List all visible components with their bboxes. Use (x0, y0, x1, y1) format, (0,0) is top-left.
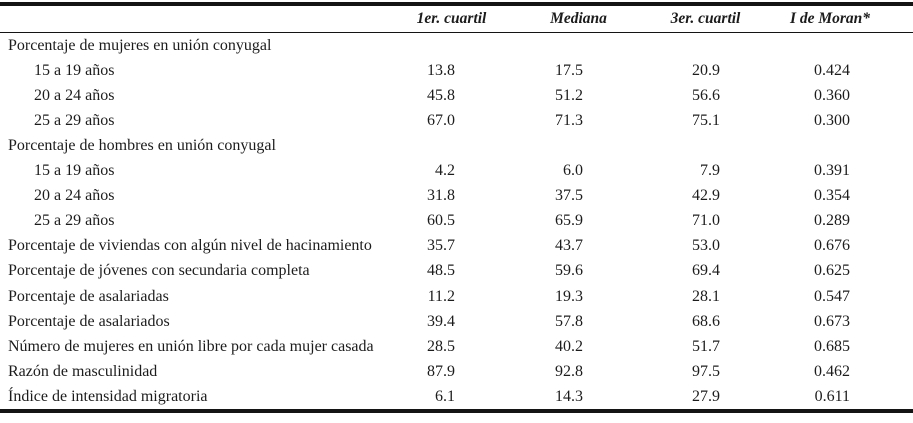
empty-cell (769, 33, 913, 59)
value-cell: 6.0 (563, 162, 583, 180)
value-cell: 71.0 (692, 212, 720, 230)
value-cell: 31.8 (427, 187, 455, 205)
value-cell: 57.8 (555, 312, 583, 330)
value-cell: 43.7 (555, 237, 583, 255)
value-cell: 0.424 (814, 61, 850, 79)
row-label: Número de mujeres en unión libre por cad… (8, 337, 374, 355)
value-cell: 59.6 (555, 262, 583, 280)
table-row: 15 a 19 años 4.2 6.0 7.9 0.391 (0, 158, 913, 183)
table-row: Porcentaje de asalariados 39.4 57.8 68.6 0.6… (0, 309, 913, 334)
table-body: Porcentaje de mujeres en unión conyugal 1… (0, 33, 913, 412)
empty-cell (515, 133, 642, 158)
value-cell: 37.5 (555, 187, 583, 205)
table-row: Razón de masculinidad 87.9 92.8 97.5 0.462 (0, 359, 913, 384)
value-cell: 7.9 (700, 162, 720, 180)
value-cell: 14.3 (555, 387, 583, 405)
table-row: 15 a 19 años 13.8 17.5 20.9 0.424 (0, 58, 913, 83)
empty-cell (642, 33, 769, 59)
value-cell: 35.7 (427, 237, 455, 255)
header-row: 1er. cuartil Mediana 3er. cuartil I de Mora… (0, 4, 913, 33)
value-cell: 69.4 (692, 262, 720, 280)
value-cell: 75.1 (692, 111, 720, 129)
table-row: Porcentaje de viviendas con algún nivel … (0, 234, 913, 259)
value-cell: 0.625 (814, 262, 850, 280)
value-cell: 92.8 (555, 362, 583, 380)
value-cell: 39.4 (427, 312, 455, 330)
value-cell: 11.2 (427, 287, 455, 305)
value-cell: 0.685 (814, 337, 850, 355)
value-cell: 48.5 (427, 262, 455, 280)
table-row: Porcentaje de asalariadas 11.2 19.3 28.1 0.5… (0, 284, 913, 309)
table-row: Número de mujeres en unión libre por cad… (0, 334, 913, 359)
value-cell: 87.9 (427, 362, 455, 380)
value-cell: 42.9 (692, 187, 720, 205)
value-cell: 0.300 (814, 111, 850, 129)
row-label: 20 a 24 años (34, 86, 115, 104)
table-row: Porcentaje de jóvenes con secundaria com… (0, 259, 913, 284)
table-row: 25 a 29 años 67.0 71.3 75.1 0.300 (0, 108, 913, 133)
empty-cell (388, 33, 515, 59)
empty-cell (515, 33, 642, 59)
table-row: 20 a 24 años 31.8 37.5 42.9 0.354 (0, 184, 913, 209)
empty-cell (769, 133, 913, 158)
empty-cell (388, 133, 515, 158)
value-cell: 0.354 (814, 187, 850, 205)
value-cell: 97.5 (692, 362, 720, 380)
value-cell: 0.673 (814, 312, 850, 330)
value-cell: 51.2 (555, 86, 583, 104)
value-cell: 53.0 (692, 237, 720, 255)
row-label: Porcentaje de viviendas con algún nivel … (8, 237, 372, 255)
value-cell: 67.0 (427, 111, 455, 129)
value-cell: 13.8 (427, 61, 455, 79)
row-label: 15 a 19 años (34, 61, 115, 79)
row-label: 25 a 29 años (34, 212, 115, 230)
value-cell: 40.2 (555, 337, 583, 355)
value-cell: 0.360 (814, 86, 850, 104)
row-label: 25 a 29 años (34, 111, 115, 129)
column-header: 3er. cuartil (642, 4, 769, 33)
value-cell: 0.289 (814, 212, 850, 230)
empty-cell (642, 133, 769, 158)
statistics-table: 1er. cuartil Mediana 3er. cuartil I de Mora… (0, 2, 913, 414)
value-cell: 0.391 (814, 162, 850, 180)
table-row: 20 a 24 años 45.8 51.2 56.6 0.360 (0, 83, 913, 108)
row-label: Porcentaje de mujeres en unión conyugal (8, 36, 272, 54)
column-header: I de Moran* (769, 4, 913, 33)
row-label: Porcentaje de asalariadas (8, 287, 169, 305)
row-label: 15 a 19 años (34, 162, 115, 180)
section-row: Porcentaje de hombres en unión conyugal (0, 133, 913, 158)
value-cell: 27.9 (692, 387, 720, 405)
value-cell: 68.6 (692, 312, 720, 330)
row-label: Razón de masculinidad (8, 362, 158, 380)
value-cell: 0.462 (814, 362, 850, 380)
row-label: Porcentaje de hombres en unión conyugal (8, 136, 276, 154)
table-row: 25 a 29 años 60.5 65.9 71.0 0.289 (0, 209, 913, 234)
value-cell: 28.1 (692, 287, 720, 305)
value-cell: 56.6 (692, 86, 720, 104)
row-label: Índice de intensidad migratoria (8, 387, 208, 405)
row-label: Porcentaje de asalariados (8, 312, 170, 330)
corner-cell (0, 4, 388, 33)
row-label: Porcentaje de jóvenes con secundaria com… (8, 262, 310, 280)
value-cell: 65.9 (555, 212, 583, 230)
value-cell: 28.5 (427, 337, 455, 355)
value-cell: 17.5 (555, 61, 583, 79)
value-cell: 71.3 (555, 111, 583, 129)
value-cell: 0.547 (814, 287, 850, 305)
section-row: Porcentaje de mujeres en unión conyugal (0, 33, 913, 59)
value-cell: 51.7 (692, 337, 720, 355)
value-cell: 19.3 (555, 287, 583, 305)
row-label: 20 a 24 años (34, 187, 115, 205)
value-cell: 20.9 (692, 61, 720, 79)
value-cell: 6.1 (435, 387, 455, 405)
column-header: Mediana (515, 4, 642, 33)
value-cell: 45.8 (427, 86, 455, 104)
value-cell: 4.2 (435, 162, 455, 180)
table-row: Índice de intensidad migratoria 6.1 14.3 27… (0, 384, 913, 411)
value-cell: 0.611 (814, 387, 850, 405)
column-header: 1er. cuartil (388, 4, 515, 33)
value-cell: 60.5 (427, 212, 455, 230)
value-cell: 0.676 (814, 237, 850, 255)
